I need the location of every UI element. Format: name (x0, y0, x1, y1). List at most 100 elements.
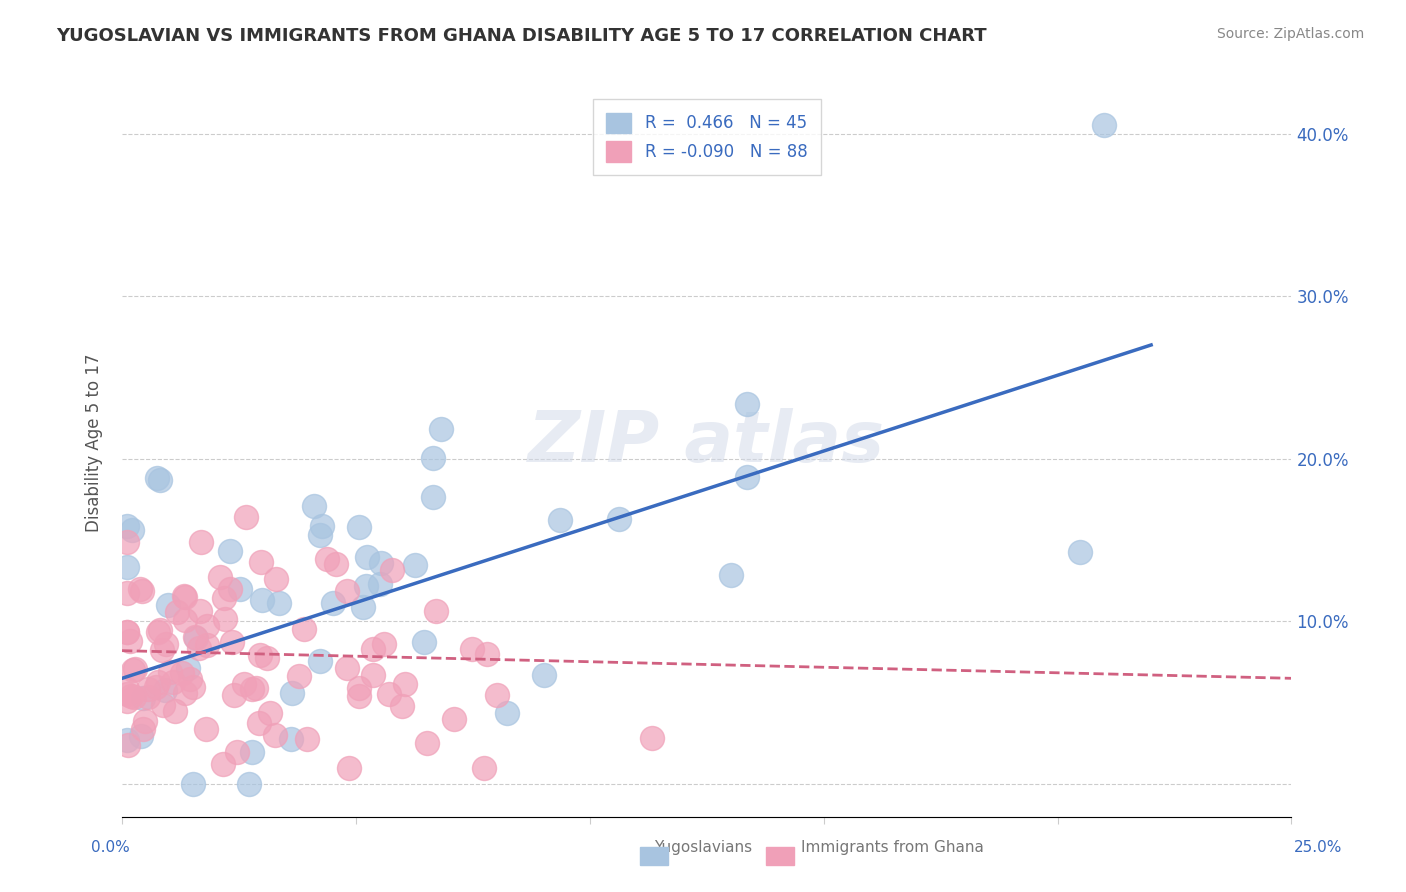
Point (170, 665, 193, 680)
Point (311, 519, 333, 533)
Point (115, 625, 138, 640)
Point (735, 397, 758, 411)
Point (430, 422, 453, 436)
Point (354, 579, 377, 593)
Point (391, 699, 413, 714)
Point (219, 582, 242, 596)
Point (121, 664, 143, 678)
Point (115, 694, 138, 708)
Point (1092, 119, 1115, 133)
Point (240, 745, 263, 759)
Point (159, 665, 181, 680)
Point (181, 777, 204, 791)
Point (120, 689, 142, 703)
Point (177, 661, 200, 675)
Point (378, 687, 401, 701)
Point (256, 650, 278, 665)
Text: YUGOSLAVIAN VS IMMIGRANTS FROM GHANA DISABILITY AGE 5 TO 17 CORRELATION CHART: YUGOSLAVIAN VS IMMIGRANTS FROM GHANA DIS… (56, 27, 987, 45)
Point (188, 604, 211, 618)
Point (195, 619, 218, 633)
Point (356, 549, 378, 564)
Point (425, 604, 447, 618)
Point (222, 688, 245, 702)
Point (152, 698, 174, 712)
Point (155, 636, 177, 650)
Text: ZIP atlas: ZIP atlas (529, 408, 886, 477)
Point (322, 596, 344, 610)
Point (145, 680, 167, 694)
Text: Source: ZipAtlas.com: Source: ZipAtlas.com (1216, 27, 1364, 41)
Point (129, 582, 152, 596)
Point (416, 736, 439, 750)
Point (187, 641, 209, 656)
Point (281, 686, 304, 700)
Point (190, 534, 212, 549)
Point (496, 706, 519, 720)
Point (238, 777, 260, 791)
Point (157, 599, 180, 613)
Point (245, 681, 267, 696)
Point (394, 676, 416, 690)
Point (336, 660, 359, 674)
Point (181, 680, 204, 694)
Point (347, 689, 370, 703)
Point (264, 728, 287, 742)
Point (165, 704, 187, 718)
Point (475, 648, 498, 662)
Point (149, 623, 172, 637)
Point (129, 729, 152, 743)
Point (232, 677, 254, 691)
Point (443, 712, 465, 726)
Point (240, 681, 263, 696)
Point (292, 623, 315, 637)
Point (352, 599, 374, 614)
Point (533, 668, 555, 682)
Point (250, 593, 273, 607)
Point (124, 662, 146, 676)
Point (115, 687, 138, 701)
Point (115, 535, 138, 549)
Point (361, 667, 384, 681)
Point (288, 669, 311, 683)
Point (720, 568, 742, 582)
Point (195, 639, 218, 653)
Point (1069, 545, 1091, 559)
Point (548, 513, 571, 527)
Point (184, 630, 207, 644)
Point (229, 582, 252, 596)
Point (136, 681, 159, 696)
Point (117, 738, 139, 752)
Point (472, 761, 495, 775)
Point (607, 512, 630, 526)
Point (149, 473, 172, 487)
Point (195, 722, 218, 736)
Point (173, 589, 195, 603)
Point (404, 558, 426, 573)
Point (486, 688, 509, 702)
Point (335, 583, 357, 598)
Point (134, 714, 156, 729)
Point (304, 499, 326, 513)
Point (115, 560, 138, 574)
Point (118, 634, 141, 648)
Point (212, 756, 235, 771)
Point (295, 731, 318, 746)
Point (115, 682, 138, 697)
Text: 0.0%: 0.0% (91, 840, 131, 855)
Point (370, 557, 392, 571)
Point (132, 691, 155, 706)
Y-axis label: Disability Age 5 to 17: Disability Age 5 to 17 (86, 353, 103, 532)
Point (209, 570, 232, 584)
Point (325, 557, 347, 571)
Point (132, 722, 155, 736)
Point (121, 524, 143, 538)
Point (166, 606, 188, 620)
Point (380, 563, 402, 577)
Point (214, 612, 236, 626)
Text: Yugoslavians: Yugoslavians (654, 840, 752, 855)
Point (280, 732, 302, 747)
Point (173, 613, 195, 627)
Point (131, 584, 153, 599)
Point (347, 681, 370, 695)
Point (249, 648, 271, 663)
